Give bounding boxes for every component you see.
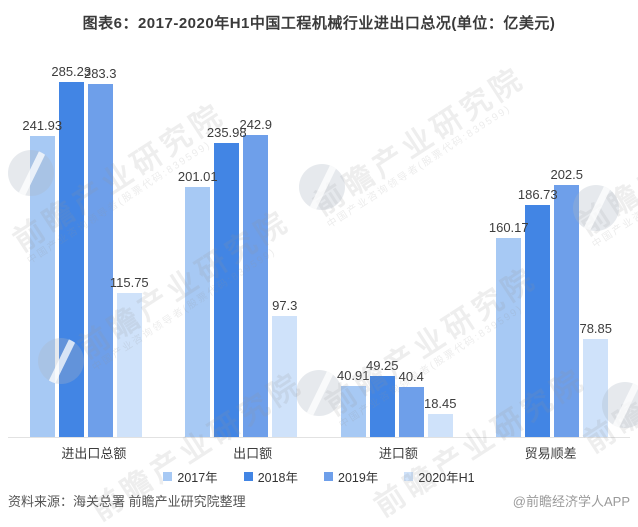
legend-item: 2017年 xyxy=(163,467,218,486)
bar-wrap: 160.17 xyxy=(489,220,529,437)
bar xyxy=(369,376,395,437)
bar-value-label: 235.98 xyxy=(206,125,247,140)
bar-wrap: 18.45 xyxy=(424,396,457,437)
bar-wrap: 285.23 xyxy=(51,64,91,437)
page-title: 图表6：2017-2020年H1中国工程机械行业进出口总况(单位：亿美元) xyxy=(82,15,556,32)
footer: 资料来源：海关总署 前瞻产业研究院整理 @前瞻经济学人APP xyxy=(8,491,630,510)
bar-wrap: 201.01 xyxy=(178,169,218,437)
bar-wrap: 202.5 xyxy=(550,167,583,437)
legend-item: 2019年 xyxy=(324,467,378,486)
bar-wrap: 283.3 xyxy=(84,66,117,437)
bar-wrap: 235.98 xyxy=(207,125,247,437)
bar xyxy=(272,316,298,437)
bar xyxy=(496,238,522,437)
legend-label: 2019年 xyxy=(338,471,379,485)
bar xyxy=(525,205,551,437)
bar-value-label: 40.91 xyxy=(336,368,370,383)
bar-value-label: 160.17 xyxy=(488,220,529,235)
legend-item: 2018年 xyxy=(243,467,298,486)
bar-value-label: 78.85 xyxy=(579,321,613,336)
bar-value-label: 115.75 xyxy=(109,275,149,290)
legend-label: 2020年H1 xyxy=(418,471,475,485)
bar-value-label: 97.3 xyxy=(272,298,298,313)
bar xyxy=(340,386,366,437)
plot-area: 241.93 285.23 283.3 115.75 201.01 235.98 242.9… xyxy=(8,60,630,438)
bar xyxy=(214,143,240,437)
bar-value-label: 283.3 xyxy=(83,66,117,81)
category-label: 进出口总额 xyxy=(61,446,127,461)
bar-wrap: 40.4 xyxy=(398,369,424,437)
bar-value-label: 242.9 xyxy=(239,117,273,132)
bar-value-label: 285.23 xyxy=(51,64,92,79)
bar-wrap: 40.91 xyxy=(337,368,370,437)
bar-wrap: 115.75 xyxy=(110,275,149,437)
bar-wrap: 242.9 xyxy=(239,117,272,437)
legend-swatch xyxy=(404,472,414,481)
legend-item: 2020年H1 xyxy=(404,467,475,486)
legend-swatch xyxy=(163,472,173,481)
bar-group: 40.91 49.25 40.4 18.45 xyxy=(337,358,457,437)
footer-source: 资料来源：海关总署 前瞻产业研究院整理 xyxy=(8,494,246,509)
bar-value-label: 49.25 xyxy=(365,358,399,373)
bar-group: 201.01 235.98 242.9 97.3 xyxy=(178,117,298,437)
bar-wrap: 78.85 xyxy=(579,321,612,437)
bar-value-label: 40.4 xyxy=(398,369,424,384)
legend: 2017年 2018年 2019年 2020年H1 xyxy=(0,467,638,486)
bar-value-label: 18.45 xyxy=(423,396,457,411)
bar-group: 160.17 186.73 202.5 78.85 xyxy=(489,167,612,437)
legend-label: 2017年 xyxy=(177,471,218,485)
bar xyxy=(116,293,142,437)
bar-value-label: 202.5 xyxy=(550,167,584,182)
bar xyxy=(185,187,211,437)
footer-credit: @前瞻经济学人APP xyxy=(512,494,630,509)
legend-swatch xyxy=(243,472,253,481)
bar xyxy=(243,135,269,437)
bar-group: 241.93 285.23 283.3 115.75 xyxy=(22,64,149,437)
bar xyxy=(554,185,580,437)
legend-label: 2018年 xyxy=(257,471,298,485)
bar xyxy=(58,82,84,437)
bar-wrap: 186.73 xyxy=(518,187,558,437)
category-label: 贸易顺差 xyxy=(524,446,577,461)
bar xyxy=(427,414,453,437)
bar-value-label: 241.93 xyxy=(22,118,63,133)
legend-swatch xyxy=(324,472,333,481)
bar-wrap: 49.25 xyxy=(366,358,399,437)
bar xyxy=(583,339,609,437)
bar-value-label: 201.01 xyxy=(177,169,218,184)
category-label: 出口额 xyxy=(233,446,273,461)
bar xyxy=(398,387,424,437)
bar-wrap: 97.3 xyxy=(272,298,298,437)
category-row: 进出口总额 出口额 进口额 贸易顺差 xyxy=(8,443,630,462)
bar-wrap: 241.93 xyxy=(22,118,62,437)
category-label: 进口额 xyxy=(378,446,418,461)
bar-value-label: 186.73 xyxy=(517,187,558,202)
bar xyxy=(29,136,55,437)
bar xyxy=(87,84,113,437)
